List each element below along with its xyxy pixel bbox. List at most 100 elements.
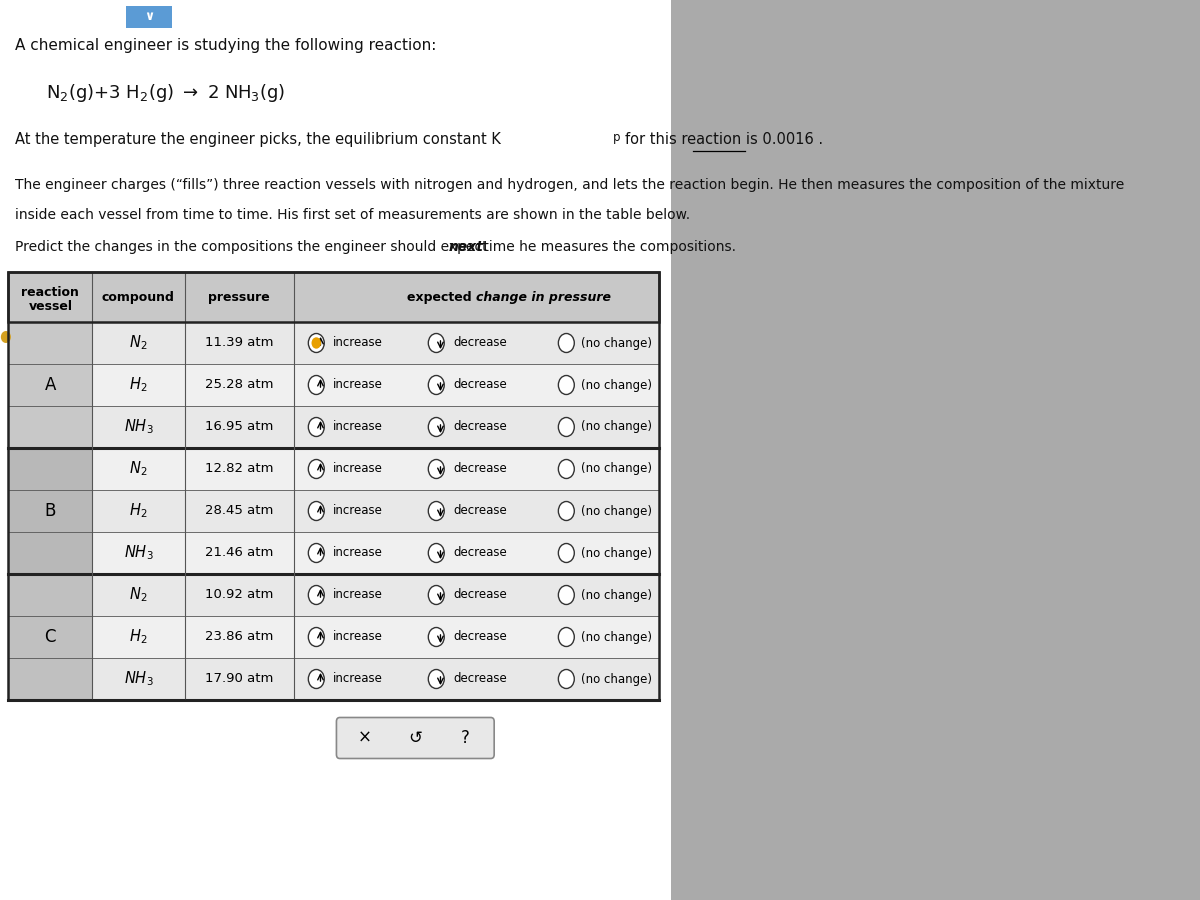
- Text: A: A: [44, 376, 56, 394]
- Circle shape: [308, 670, 324, 688]
- Text: decrease: decrease: [454, 379, 506, 392]
- Bar: [92, 616, 659, 658]
- Text: increase: increase: [334, 337, 383, 349]
- Text: decrease: decrease: [454, 546, 506, 560]
- Text: decrease: decrease: [454, 463, 506, 475]
- Bar: [8, 322, 92, 448]
- Circle shape: [428, 375, 444, 394]
- Text: increase: increase: [334, 505, 383, 518]
- Circle shape: [558, 586, 575, 605]
- Text: ×: ×: [358, 729, 372, 747]
- Circle shape: [558, 334, 575, 353]
- Text: decrease: decrease: [454, 505, 506, 518]
- Text: H$_2$: H$_2$: [130, 627, 148, 646]
- Text: H$_2$: H$_2$: [130, 375, 148, 394]
- Text: for this reaction is 0.0016 .: for this reaction is 0.0016 .: [625, 132, 823, 147]
- Text: increase: increase: [334, 463, 383, 475]
- Text: pressure: pressure: [209, 291, 270, 303]
- Circle shape: [428, 544, 444, 562]
- Circle shape: [308, 501, 324, 520]
- Text: N$_2$: N$_2$: [130, 460, 148, 479]
- Circle shape: [308, 544, 324, 562]
- Circle shape: [428, 586, 444, 605]
- Text: At the temperature the engineer picks, the equilibrium constant K: At the temperature the engineer picks, t…: [16, 132, 500, 147]
- Circle shape: [558, 418, 575, 436]
- Circle shape: [558, 501, 575, 520]
- Circle shape: [428, 460, 444, 479]
- Circle shape: [308, 334, 324, 353]
- Text: (no change): (no change): [581, 463, 652, 475]
- Text: increase: increase: [334, 546, 383, 560]
- Text: 10.92 atm: 10.92 atm: [205, 589, 274, 601]
- Circle shape: [558, 375, 575, 394]
- Bar: [0, 0, 671, 900]
- Bar: [92, 532, 659, 574]
- Text: C: C: [44, 628, 56, 646]
- Circle shape: [558, 627, 575, 646]
- Text: inside each vessel from time to time. His first set of measurements are shown in: inside each vessel from time to time. Hi…: [16, 208, 690, 222]
- Text: increase: increase: [334, 589, 383, 601]
- Text: H$_2$: H$_2$: [130, 501, 148, 520]
- Text: reaction: reaction: [22, 285, 79, 299]
- Text: expected: expected: [407, 291, 476, 303]
- Text: (no change): (no change): [581, 631, 652, 644]
- Text: increase: increase: [334, 379, 383, 392]
- Text: (no change): (no change): [581, 505, 652, 518]
- Bar: [92, 574, 659, 616]
- Circle shape: [308, 460, 324, 479]
- Text: 11.39 atm: 11.39 atm: [205, 337, 274, 349]
- Text: (no change): (no change): [581, 589, 652, 601]
- Bar: [92, 364, 659, 406]
- Text: (no change): (no change): [581, 546, 652, 560]
- Text: decrease: decrease: [454, 420, 506, 434]
- Text: B: B: [44, 502, 56, 520]
- Circle shape: [558, 460, 575, 479]
- Bar: [92, 322, 659, 364]
- Bar: [126, 6, 172, 28]
- Text: The engineer charges (“fills”) three reaction vessels with nitrogen and hydrogen: The engineer charges (“fills”) three rea…: [16, 178, 1124, 192]
- Text: 25.28 atm: 25.28 atm: [205, 379, 274, 392]
- Bar: [8, 272, 659, 700]
- Text: decrease: decrease: [454, 589, 506, 601]
- Text: vessel: vessel: [29, 301, 72, 313]
- Text: 16.95 atm: 16.95 atm: [205, 420, 274, 434]
- Bar: [8, 272, 659, 322]
- Circle shape: [308, 586, 324, 605]
- Text: N$_2$: N$_2$: [130, 334, 148, 353]
- Text: A chemical engineer is studying the following reaction:: A chemical engineer is studying the foll…: [16, 38, 437, 53]
- Text: compound: compound: [102, 291, 175, 303]
- Bar: [8, 272, 659, 322]
- Text: 17.90 atm: 17.90 atm: [205, 672, 274, 686]
- Text: change in pressure: change in pressure: [476, 291, 611, 303]
- Circle shape: [428, 334, 444, 353]
- Text: decrease: decrease: [454, 337, 506, 349]
- Text: N$_2$(g)+3 H$_2$(g) $\rightarrow$ 2 NH$_3$(g): N$_2$(g)+3 H$_2$(g) $\rightarrow$ 2 NH$_…: [46, 82, 286, 104]
- Text: 21.46 atm: 21.46 atm: [205, 546, 274, 560]
- Text: ↺: ↺: [408, 729, 422, 747]
- Text: 23.86 atm: 23.86 atm: [205, 631, 274, 644]
- Circle shape: [1, 331, 11, 343]
- Text: N$_2$: N$_2$: [130, 586, 148, 605]
- Bar: [8, 574, 92, 700]
- Bar: [92, 490, 659, 532]
- Circle shape: [308, 418, 324, 436]
- Bar: [8, 448, 92, 574]
- Bar: [8, 272, 659, 700]
- Circle shape: [428, 501, 444, 520]
- Circle shape: [428, 418, 444, 436]
- Text: 28.45 atm: 28.45 atm: [205, 505, 274, 518]
- Text: Predict the changes in the compositions the engineer should expect: Predict the changes in the compositions …: [16, 240, 492, 254]
- Text: 12.82 atm: 12.82 atm: [205, 463, 274, 475]
- Bar: [92, 658, 659, 700]
- Text: increase: increase: [334, 631, 383, 644]
- Text: NH$_3$: NH$_3$: [124, 544, 154, 562]
- Circle shape: [308, 627, 324, 646]
- Circle shape: [558, 670, 575, 688]
- Circle shape: [308, 375, 324, 394]
- Text: increase: increase: [334, 672, 383, 686]
- Text: next: next: [449, 240, 484, 254]
- Text: (no change): (no change): [581, 420, 652, 434]
- Text: NH$_3$: NH$_3$: [124, 418, 154, 436]
- Text: (no change): (no change): [581, 379, 652, 392]
- FancyBboxPatch shape: [336, 717, 494, 759]
